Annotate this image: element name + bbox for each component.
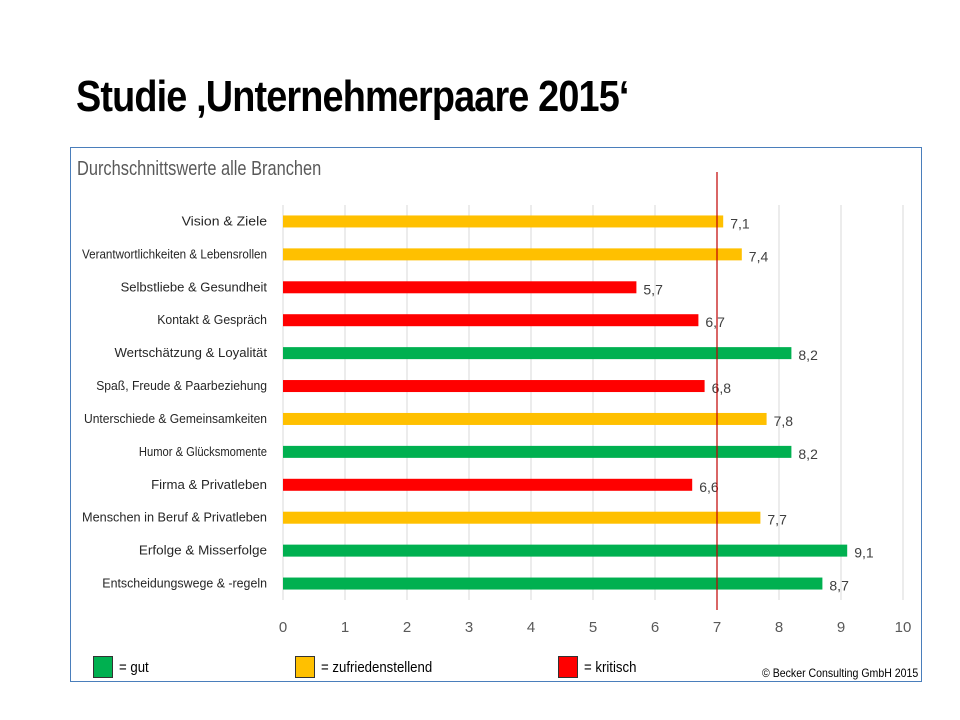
slide-title: Studie ‚Unternehmerpaare 2015‘	[76, 72, 629, 121]
value-label: 6,7	[705, 314, 725, 330]
category-label: Selbstliebe & Gesundheit	[121, 279, 268, 294]
value-label: 8,7	[829, 578, 849, 594]
bar	[283, 544, 848, 557]
category-label: Menschen in Beruf & Privatleben	[82, 510, 267, 525]
legend-label-zufriedenstellend: = zufriedenstellend	[321, 658, 433, 676]
x-tick-label: 2	[403, 619, 411, 636]
bar	[283, 380, 705, 393]
category-label: Humor & Glücksmomente	[139, 444, 267, 459]
legend-label-gut: = gut	[119, 658, 149, 676]
chart-frame	[70, 147, 922, 682]
bar	[283, 445, 792, 458]
legend-swatch-kritisch	[558, 656, 578, 678]
copyright-notice: © Becker Consulting GmbH 2015	[762, 666, 919, 680]
value-label: 5,7	[643, 281, 663, 297]
legend-label-kritisch: = kritisch	[584, 658, 637, 676]
category-label: Spaß, Freude & Paarbeziehung	[96, 378, 267, 393]
legend-item-gut: = gut	[93, 655, 153, 679]
bar	[283, 412, 767, 425]
bar	[283, 215, 724, 228]
category-label: Entscheidungswege & -regeln	[102, 576, 267, 591]
legend-swatch-gut	[93, 656, 113, 678]
bar	[283, 281, 637, 294]
x-tick-label: 7	[713, 619, 721, 636]
category-label: Verantwortlichkeiten & Lebensrollen	[82, 246, 267, 261]
bar	[283, 248, 742, 261]
x-tick-label: 0	[279, 619, 287, 636]
value-label: 7,1	[730, 215, 750, 231]
x-tick-label: 8	[775, 619, 783, 636]
value-label: 7,7	[767, 512, 787, 528]
x-tick-label: 1	[341, 619, 349, 636]
x-tick-label: 3	[465, 619, 473, 636]
category-label: Wertschätzung & Loyalität	[115, 345, 268, 360]
category-label: Vision & Ziele	[182, 213, 267, 228]
x-tick-label: 4	[527, 619, 535, 636]
legend-item-zufriedenstellend: = zufriedenstellend	[295, 655, 447, 679]
chart-title: Durchschnittswerte alle Branchen	[77, 158, 322, 180]
category-label: Erfolge & Misserfolge	[139, 543, 267, 558]
value-label: 8,2	[798, 347, 818, 363]
legend-swatch-zufriedenstellend	[295, 656, 315, 678]
category-label: Firma & Privatleben	[151, 477, 267, 492]
value-label: 6,6	[699, 479, 719, 495]
value-label: 9,1	[854, 545, 874, 561]
bar	[283, 511, 761, 524]
x-tick-label: 6	[651, 619, 659, 636]
value-label: 6,8	[712, 380, 732, 396]
value-label: 7,8	[774, 413, 794, 429]
value-label: 7,4	[749, 248, 769, 264]
value-label: 8,2	[798, 446, 818, 462]
x-tick-label: 5	[589, 619, 597, 636]
category-label: Kontakt & Gespräch	[157, 312, 267, 327]
x-tick-label: 9	[837, 619, 845, 636]
bar	[283, 314, 699, 327]
category-label: Unterschiede & Gemeinsamkeiten	[84, 411, 267, 426]
bar	[283, 577, 823, 590]
bar	[283, 478, 693, 491]
bar	[283, 347, 792, 360]
x-tick-label: 10	[895, 619, 912, 636]
legend-item-kritisch: = kritisch	[558, 655, 644, 679]
